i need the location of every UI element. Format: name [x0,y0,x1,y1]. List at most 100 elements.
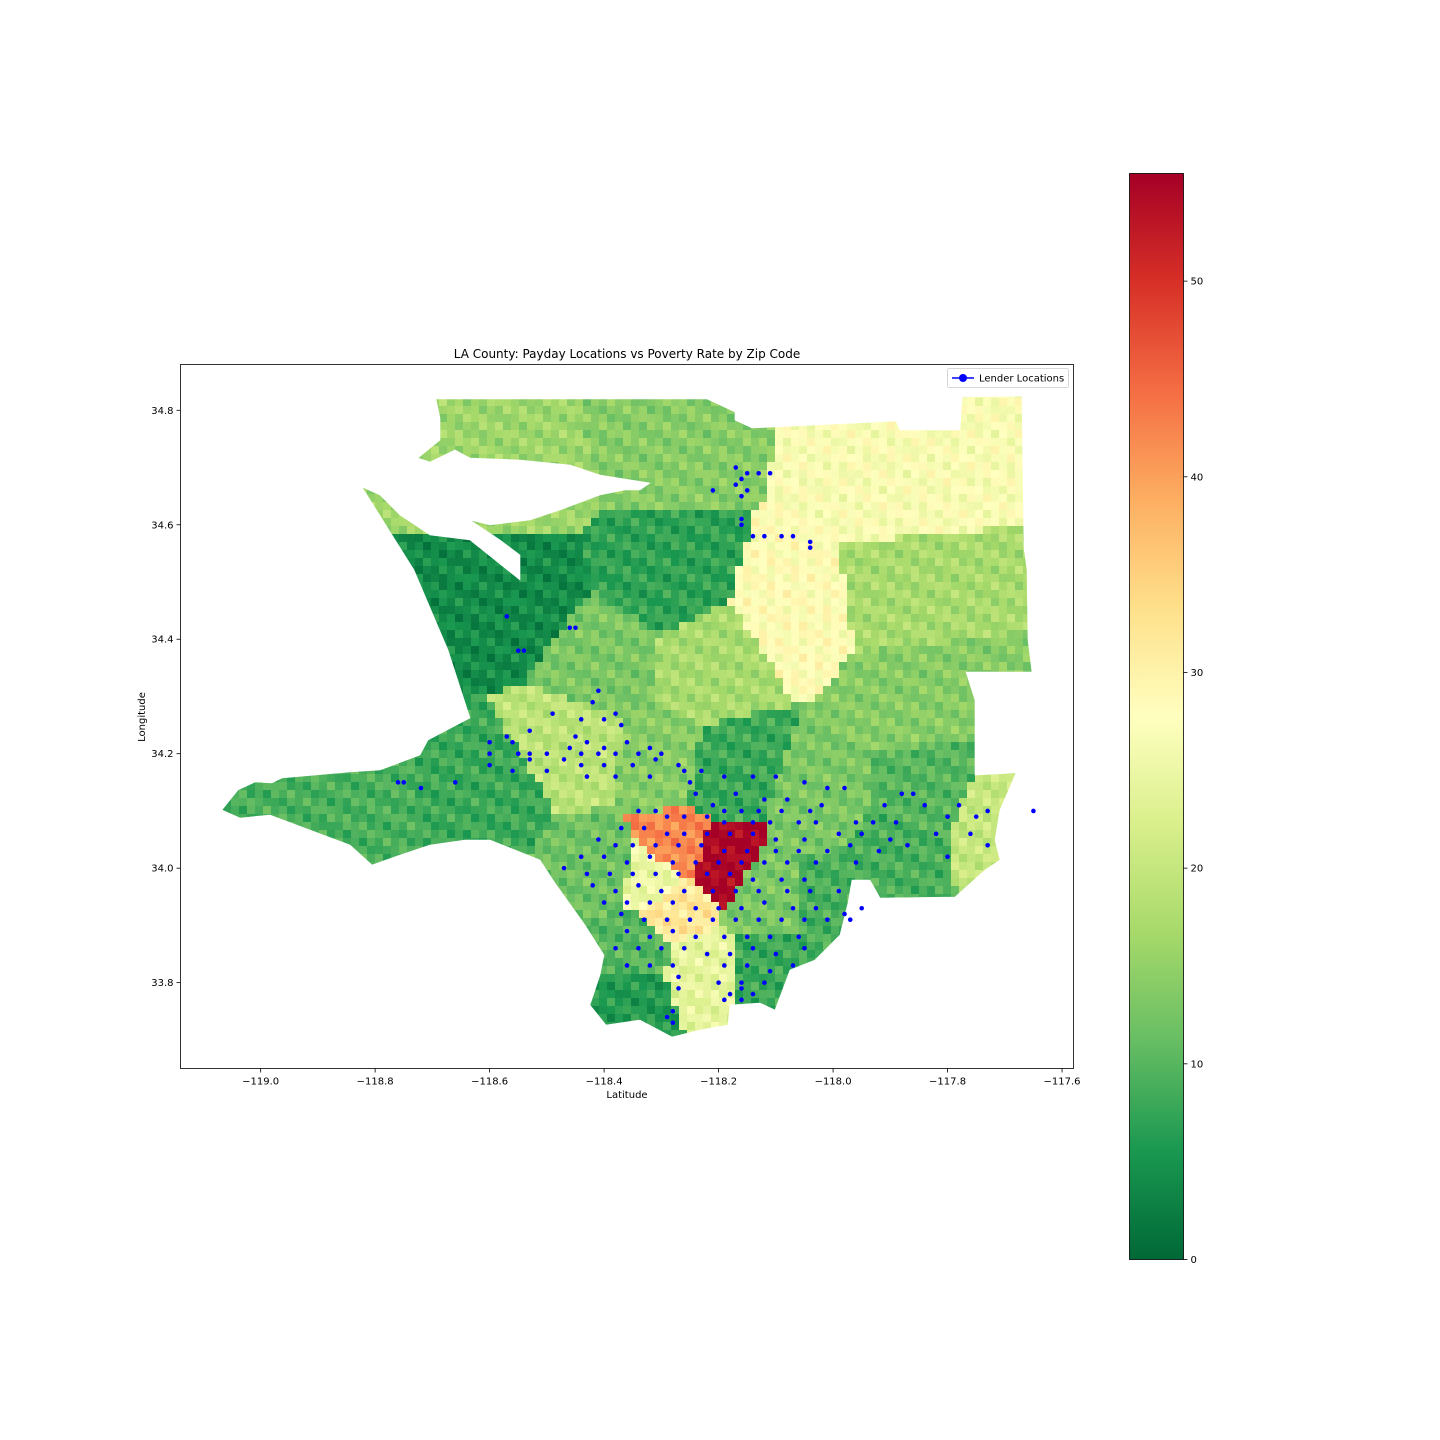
zip-region-cell [847,558,856,567]
zip-region-cell [951,462,960,471]
zip-region-cell [727,582,736,591]
zip-region-cell [575,694,584,703]
zip-region-cell [839,534,848,543]
zip-region-cell [903,734,912,743]
zip-region-cell [863,606,872,615]
zip-region-cell [743,534,752,543]
zip-region-cell [871,574,880,583]
zip-region-cell [855,582,864,591]
zip-region-cell [855,726,864,735]
zip-region-cell [983,542,992,551]
zip-region-cell [503,638,512,647]
zip-region-cell [639,710,648,719]
zip-region-cell [871,742,880,751]
zip-region-cell [799,534,808,543]
zip-region-cell [927,638,936,647]
zip-region-cell [935,486,944,495]
zip-region-cell [711,702,720,711]
zip-region-cell [759,494,768,503]
zip-region-cell [671,406,680,415]
zip-region-cell [695,726,704,735]
zip-region-cell [831,742,840,751]
zip-region-cell [567,590,576,599]
zip-region-cell [903,462,912,471]
zip-region-cell [783,686,792,695]
zip-region-cell [743,462,752,471]
zip-region-cell [791,630,800,639]
zip-region-cell [591,590,600,599]
zip-region-cell [591,742,600,751]
zip-region-cell [935,478,944,487]
zip-region-cell [983,454,992,463]
zip-region-cell [791,518,800,527]
zip-region-cell [567,710,576,719]
zip-region-cell [855,462,864,471]
zip-region-cell [463,622,472,631]
zip-region-cell [511,758,520,767]
zip-region-cell [823,438,832,447]
zip-region-cell [679,678,688,687]
zip-region-cell [535,630,544,639]
zip-region-cell [935,654,944,663]
zip-region-cell [567,574,576,583]
zip-region-cell [503,606,512,615]
zip-region-cell [687,638,696,647]
zip-region-cell [607,462,616,471]
zip-region-cell [831,486,840,495]
zip-region-cell [671,422,680,431]
zip-region-cell [567,582,576,591]
zip-region-cell [695,526,704,535]
zip-region-cell [807,758,816,767]
zip-region-cell [503,454,512,463]
zip-region-cell [735,518,744,527]
zip-region-cell [871,446,880,455]
zip-region-cell [863,694,872,703]
zip-region-cell [895,678,904,687]
zip-region-cell [951,494,960,503]
zip-region-cell [703,606,712,615]
zip-region-cell [751,638,760,647]
zip-region-cell [727,510,736,519]
zip-region-cell [1015,422,1024,431]
zip-region-cell [599,710,608,719]
zip-region-cell [815,430,824,439]
zip-region-cell [615,510,624,519]
zip-region-cell [591,542,600,551]
zip-region-cell [575,438,584,447]
zip-region-cell [727,446,736,455]
zip-region-cell [871,430,880,439]
zip-region-cell [535,614,544,623]
zip-region-cell [743,678,752,687]
zip-region-cell [551,606,560,615]
zip-region-cell [927,510,936,519]
zip-region-cell [671,710,680,719]
zip-region-cell [551,558,560,567]
zip-region-cell [1023,622,1032,631]
zip-region-cell [663,718,672,727]
zip-region-cell [567,646,576,655]
zip-region-cell [703,454,712,463]
zip-region-cell [495,734,504,743]
zip-region-cell [599,702,608,711]
zip-region-cell [735,582,744,591]
zip-region-cell [615,614,624,623]
zip-region-cell [759,526,768,535]
zip-region-cell [471,638,480,647]
zip-region-cell [559,598,568,607]
zip-region-cell [967,566,976,575]
zip-region-cell [967,710,976,719]
zip-region-cell [655,630,664,639]
zip-region-cell [623,646,632,655]
zip-region-cell [775,582,784,591]
zip-region-cell [479,678,488,687]
zip-region-cell [719,518,728,527]
zip-region-cell [487,558,496,567]
zip-region-cell [655,566,664,575]
zip-region-cell [959,430,968,439]
zip-region-cell [831,606,840,615]
zip-region-cell [527,422,536,431]
zip-region-cell [759,694,768,703]
zip-region-cell [407,534,416,543]
zip-region-cell [479,718,488,727]
zip-region-cell [455,662,464,671]
